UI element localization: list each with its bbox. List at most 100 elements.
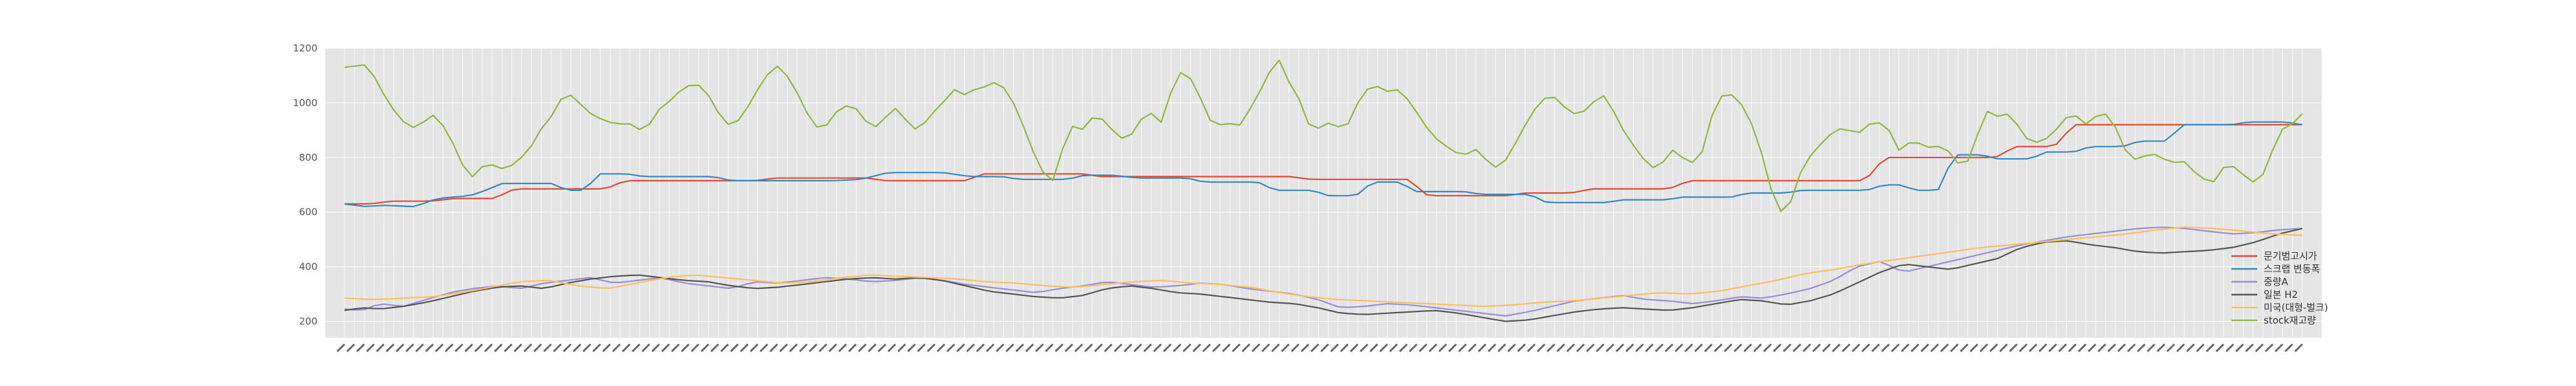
x-tick-mark bbox=[2235, 343, 2244, 353]
x-tick-mark bbox=[2098, 343, 2107, 353]
x-tick-mark bbox=[1408, 343, 1418, 353]
series-line-3 bbox=[344, 228, 2303, 322]
x-tick-mark bbox=[562, 343, 572, 353]
x-tick-mark bbox=[1054, 343, 1064, 353]
x-tick-mark bbox=[1291, 343, 1300, 353]
x-tick-mark bbox=[533, 343, 542, 353]
legend-label-0: 문기범고시가 bbox=[2264, 250, 2317, 262]
x-tick-mark bbox=[1596, 343, 1605, 353]
x-tick-mark bbox=[1448, 343, 1457, 353]
x-tick-mark bbox=[1045, 343, 1054, 353]
x-tick-mark bbox=[1940, 343, 1949, 353]
x-tick-mark bbox=[2264, 343, 2274, 353]
x-tick-mark bbox=[1162, 343, 1172, 353]
x-tick-mark bbox=[1104, 343, 1113, 353]
x-tick-mark bbox=[1733, 343, 1743, 353]
x-tick-mark bbox=[2186, 343, 2195, 353]
x-tick-mark bbox=[1074, 343, 1083, 353]
x-tick-mark bbox=[2029, 343, 2038, 353]
x-tick-mark bbox=[1507, 343, 1516, 353]
x-tick-mark bbox=[602, 343, 611, 353]
x-tick-mark bbox=[513, 343, 523, 353]
x-tick-mark bbox=[916, 343, 926, 353]
x-tick-mark bbox=[1399, 343, 1408, 353]
x-tick-mark bbox=[2078, 343, 2087, 353]
x-tick-mark bbox=[769, 343, 779, 353]
x-tick-mark bbox=[858, 343, 867, 353]
x-tick-mark bbox=[2245, 343, 2254, 353]
x-tick-mark bbox=[1350, 343, 1359, 353]
x-tick-mark bbox=[1891, 343, 1900, 353]
x-tick-mark bbox=[799, 343, 808, 353]
x-tick-mark bbox=[1310, 343, 1320, 353]
y-tick-label: 1000 bbox=[293, 97, 317, 109]
x-tick-mark bbox=[1281, 343, 1290, 353]
x-tick-mark bbox=[1527, 343, 1536, 353]
x-tick-mark bbox=[1035, 343, 1044, 353]
x-tick-mark bbox=[1772, 343, 1782, 353]
x-tick-mark bbox=[966, 343, 975, 353]
x-tick-mark bbox=[1123, 343, 1133, 353]
x-tick-mark bbox=[1182, 343, 1191, 353]
x-tick-mark bbox=[1822, 343, 1831, 353]
x-tick-mark bbox=[2068, 343, 2077, 353]
x-tick-mark bbox=[1242, 343, 1251, 353]
x-tick-mark bbox=[681, 343, 690, 353]
y-tick-label: 600 bbox=[299, 207, 317, 218]
x-tick-mark bbox=[415, 343, 424, 353]
x-tick-mark bbox=[1832, 343, 1841, 353]
x-tick-mark bbox=[1615, 343, 1624, 353]
x-tick-mark bbox=[464, 343, 473, 353]
x-tick-mark bbox=[1458, 343, 1467, 353]
x-tick-mark bbox=[356, 343, 365, 353]
x-tick-mark bbox=[789, 343, 798, 353]
x-tick-mark bbox=[2107, 343, 2116, 353]
x-tick-mark bbox=[1664, 343, 1674, 353]
x-tick-mark bbox=[1546, 343, 1556, 353]
x-tick-mark bbox=[1989, 343, 1998, 353]
x-tick-mark bbox=[710, 343, 719, 353]
x-tick-mark bbox=[582, 343, 591, 353]
x-tick-mark bbox=[474, 343, 483, 353]
x-tick-mark bbox=[1999, 343, 2008, 353]
x-tick-mark bbox=[1005, 343, 1014, 353]
series-line-0 bbox=[345, 124, 2302, 205]
series-line-2 bbox=[344, 226, 2303, 317]
x-tick-mark bbox=[2206, 343, 2215, 353]
x-tick-mark bbox=[2058, 343, 2067, 353]
x-tick-mark bbox=[1635, 343, 1644, 353]
x-tick-mark bbox=[1674, 343, 1683, 353]
x-tick-mark bbox=[1949, 343, 1959, 353]
y-tick-label: 400 bbox=[299, 261, 317, 273]
x-tick-mark bbox=[1487, 343, 1497, 353]
x-tick-mark bbox=[494, 343, 503, 353]
x-tick-mark bbox=[2176, 343, 2185, 353]
x-tick-mark bbox=[631, 343, 641, 353]
x-tick-mark bbox=[592, 343, 601, 353]
x-tick-mark bbox=[927, 343, 936, 353]
x-tick-mark bbox=[444, 343, 454, 353]
x-tick-mark bbox=[1202, 343, 1211, 353]
x-tick-mark bbox=[897, 343, 906, 353]
x-tick-mark bbox=[621, 343, 631, 353]
x-tick-mark bbox=[2275, 343, 2284, 353]
x-tick-mark bbox=[1704, 343, 1713, 353]
x-tick-mark bbox=[504, 343, 513, 353]
x-tick-mark bbox=[1960, 343, 1969, 353]
x-tick-mark bbox=[2215, 343, 2224, 353]
x-tick-mark bbox=[2195, 343, 2205, 353]
x-tick-mark bbox=[838, 343, 848, 353]
x-tick-mark bbox=[1783, 343, 1792, 353]
x-tick-mark bbox=[2009, 343, 2018, 353]
x-tick-mark bbox=[1261, 343, 1271, 353]
x-tick-mark bbox=[779, 343, 788, 353]
x-tick-mark bbox=[612, 343, 621, 353]
x-tick-mark bbox=[1792, 343, 1801, 353]
x-tick-mark bbox=[1094, 343, 1103, 353]
x-tick-mark bbox=[730, 343, 739, 353]
x-tick-mark bbox=[907, 343, 916, 353]
x-tick-mark bbox=[375, 343, 385, 353]
x-tick-mark bbox=[1723, 343, 1733, 353]
legend-label-2: 중량A bbox=[2264, 276, 2289, 288]
